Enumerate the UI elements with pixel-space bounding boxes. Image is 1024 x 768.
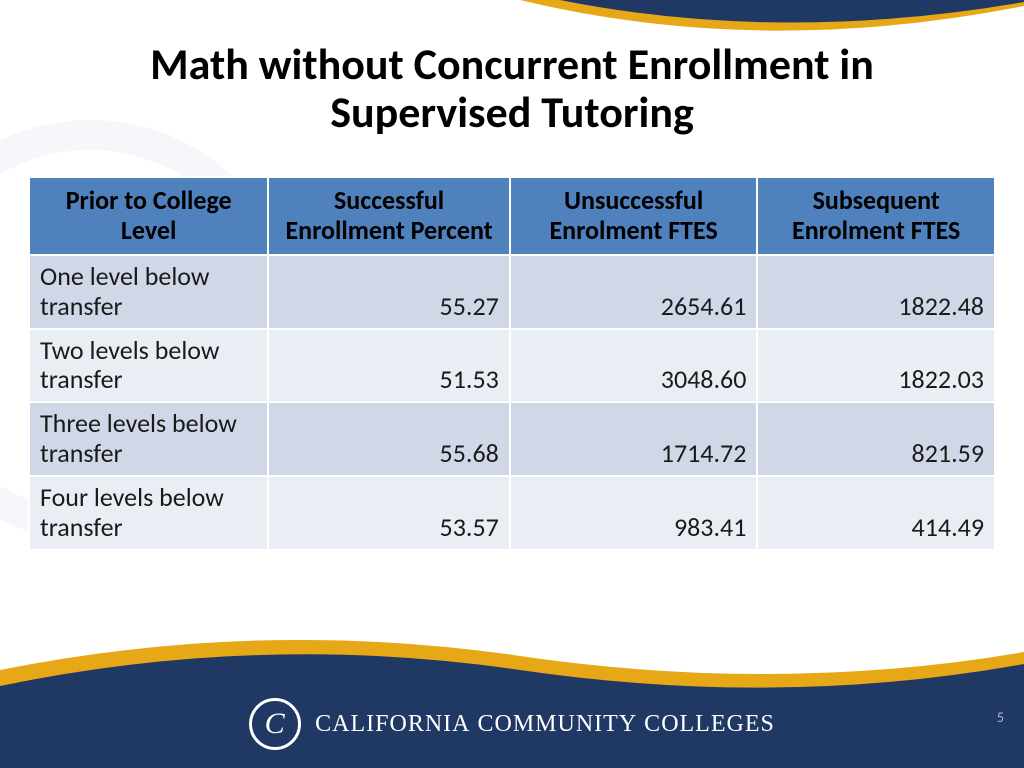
enrollment-table: Prior to College Level Successful Enroll… <box>28 176 996 551</box>
brand-text: CALIFORNIA COMMUNITY COLLEGES <box>315 711 775 738</box>
cell-subsequent-ftes: 1822.48 <box>757 255 995 329</box>
table-header-row: Prior to College Level Successful Enroll… <box>29 177 995 255</box>
page-number: 5 <box>997 709 1004 726</box>
cell-success-pct: 53.57 <box>268 476 510 550</box>
cell-level: Two levels below transfer <box>29 329 268 403</box>
cell-subsequent-ftes: 1822.03 <box>757 329 995 403</box>
cell-success-pct: 55.27 <box>268 255 510 329</box>
table-row: One level below transfer 55.27 2654.61 1… <box>29 255 995 329</box>
cell-success-pct: 55.68 <box>268 402 510 476</box>
cell-unsuccessful-ftes: 983.41 <box>510 476 758 550</box>
cell-unsuccessful-ftes: 3048.60 <box>510 329 758 403</box>
cell-level: Four levels below transfer <box>29 476 268 550</box>
footer-brand: C CALIFORNIA COMMUNITY COLLEGES <box>0 698 1024 750</box>
col-header-unsuccessful-ftes: Unsuccessful Enrolment FTES <box>510 177 758 255</box>
cell-level: One level below transfer <box>29 255 268 329</box>
slide-title: Math without Concurrent Enrollment in Su… <box>0 40 1024 137</box>
col-header-success-pct: Successful Enrollment Percent <box>268 177 510 255</box>
cell-subsequent-ftes: 414.49 <box>757 476 995 550</box>
cell-success-pct: 51.53 <box>268 329 510 403</box>
cell-level: Three levels below transfer <box>29 402 268 476</box>
cell-unsuccessful-ftes: 1714.72 <box>510 402 758 476</box>
table-row: Three levels below transfer 55.68 1714.7… <box>29 402 995 476</box>
cell-unsuccessful-ftes: 2654.61 <box>510 255 758 329</box>
table-row: Four levels below transfer 53.57 983.41 … <box>29 476 995 550</box>
col-header-level: Prior to College Level <box>29 177 268 255</box>
col-header-subsequent-ftes: Subsequent Enrolment FTES <box>757 177 995 255</box>
table-row: Two levels below transfer 51.53 3048.60 … <box>29 329 995 403</box>
brand-logo-icon: C <box>249 698 301 750</box>
cell-subsequent-ftes: 821.59 <box>757 402 995 476</box>
